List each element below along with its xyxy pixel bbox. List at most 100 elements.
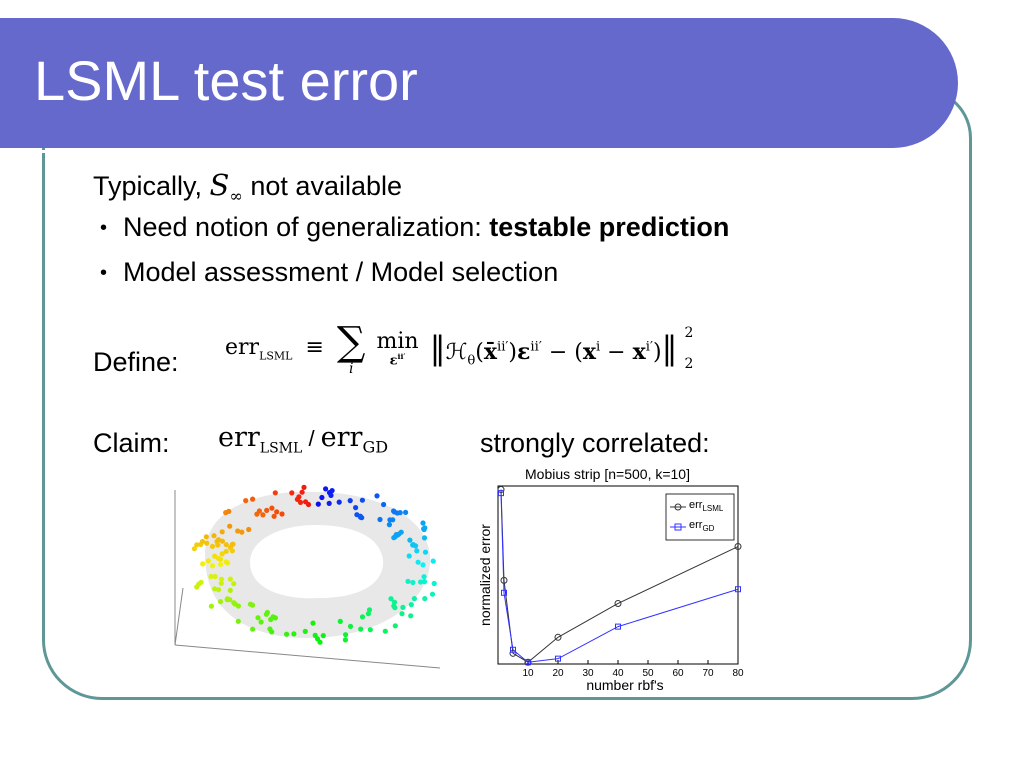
mobius-point xyxy=(215,555,221,561)
slide-header: LSML test error xyxy=(0,18,958,153)
mobius-point xyxy=(200,561,206,567)
slide-title: LSML test error xyxy=(34,49,418,112)
formula-x2-sup: i′ xyxy=(645,339,653,355)
figure-axis-depth xyxy=(174,587,184,646)
mobius-point xyxy=(411,596,417,602)
mobius-point xyxy=(366,607,373,613)
mobius-point xyxy=(422,549,429,555)
mobius-point xyxy=(359,614,366,620)
series-point-gd xyxy=(735,586,741,593)
mobius-point xyxy=(218,561,224,567)
series-point-lsml xyxy=(734,543,742,551)
mobius-points xyxy=(191,484,437,645)
legend-label-lsml: errLSML xyxy=(689,499,724,513)
mobius-point xyxy=(410,542,416,548)
mobius-point xyxy=(418,579,424,585)
bullet-item-1: Need notion of generalization: testable … xyxy=(123,212,729,243)
mobius-point xyxy=(410,579,416,586)
chart: 10 20 30 40 50 60 70 80 errLSML errGD number rb… xyxy=(477,485,744,693)
mobius-point xyxy=(218,580,224,586)
mobius-point xyxy=(274,509,280,515)
mobius-point xyxy=(210,563,216,569)
mobius-point xyxy=(386,522,392,528)
mobius-point xyxy=(422,596,428,602)
x-tick-label: 60 xyxy=(672,668,684,679)
mobius-point xyxy=(387,517,393,523)
mobius-point xyxy=(215,537,222,543)
chart-title: Mobius strip [n=500, k=10] xyxy=(525,466,690,482)
mobius-point xyxy=(235,528,241,534)
mobius-point xyxy=(336,499,342,505)
formula-xbar: x̄ xyxy=(483,339,497,366)
mobius-point xyxy=(235,618,241,624)
formula-equiv: ≡ xyxy=(305,335,324,361)
mobius-point xyxy=(289,490,295,496)
mobius-point xyxy=(219,529,225,535)
mobius-point xyxy=(317,639,323,645)
bullet-dot-2: • xyxy=(100,262,108,284)
mobius-point xyxy=(405,578,411,584)
formula-H: ℋ xyxy=(445,340,468,366)
mobius-point xyxy=(204,540,210,546)
mobius-point xyxy=(430,558,436,564)
claim-math2-sub: GD xyxy=(362,437,389,457)
legend-marker-lsml xyxy=(674,503,682,511)
mobius-point xyxy=(374,493,380,499)
intro-math: S xyxy=(209,168,230,202)
mobius-point xyxy=(302,628,308,634)
mobius-point xyxy=(299,489,305,495)
mobius-point xyxy=(219,551,225,557)
formula-norm-sup: 2 xyxy=(684,324,694,341)
mobius-point xyxy=(296,494,302,500)
formula-min-sub-sup: ii′ xyxy=(397,351,406,361)
mobius-point xyxy=(209,543,216,549)
mobius-point xyxy=(291,631,297,637)
x-tick-label: 70 xyxy=(702,668,714,679)
series-point-gd xyxy=(555,655,561,662)
formula-x: x xyxy=(582,339,596,366)
mobius-point xyxy=(407,537,413,543)
mobius-point xyxy=(406,553,412,559)
mobius-point xyxy=(337,618,343,624)
mobius-point xyxy=(421,535,428,541)
mobius-point xyxy=(272,615,278,621)
legend-label-gd: errGD xyxy=(689,519,715,533)
mobius-point xyxy=(268,616,274,623)
x-tick-label: 40 xyxy=(612,668,624,679)
x-tick-label: 50 xyxy=(642,668,654,679)
mobius-point xyxy=(421,579,428,585)
mobius-point xyxy=(223,548,229,554)
series-point-lsml xyxy=(554,633,562,641)
mobius-point xyxy=(429,591,436,597)
mobius-point xyxy=(217,599,224,605)
intro-prefix: Typically, xyxy=(93,171,210,201)
mobius-point xyxy=(343,632,349,638)
formula-xbar-sup: ii′ xyxy=(496,339,509,355)
chart-series xyxy=(497,486,742,666)
mobius-point xyxy=(315,501,321,507)
header-rule xyxy=(0,150,905,153)
mobius-point xyxy=(215,542,221,548)
mobius-point xyxy=(229,548,235,554)
legend-marker-gd xyxy=(674,523,682,531)
bullet-dot-1: • xyxy=(100,217,108,239)
claim-math: errLSML / errGD xyxy=(218,422,388,456)
mobius-point xyxy=(414,548,420,554)
formula-minus1: − ( xyxy=(541,340,583,366)
mobius-point xyxy=(239,529,245,535)
mobius-point xyxy=(400,604,406,610)
bullet-1-bold: testable prediction xyxy=(489,212,730,242)
mobius-point xyxy=(231,581,237,587)
formula-x2: x xyxy=(632,339,646,366)
mobius-point xyxy=(231,600,237,606)
formula-eps-sup: ii′ xyxy=(530,339,542,355)
mobius-point xyxy=(223,542,229,548)
mobius-point xyxy=(431,580,437,587)
mobius-point xyxy=(208,603,214,609)
mobius-point xyxy=(403,509,409,515)
claim-math1-sub: LSML xyxy=(259,440,303,457)
mobius-point xyxy=(310,620,316,626)
mobius-point xyxy=(243,498,249,504)
mobius-point xyxy=(271,513,277,519)
mobius-point xyxy=(323,486,329,492)
